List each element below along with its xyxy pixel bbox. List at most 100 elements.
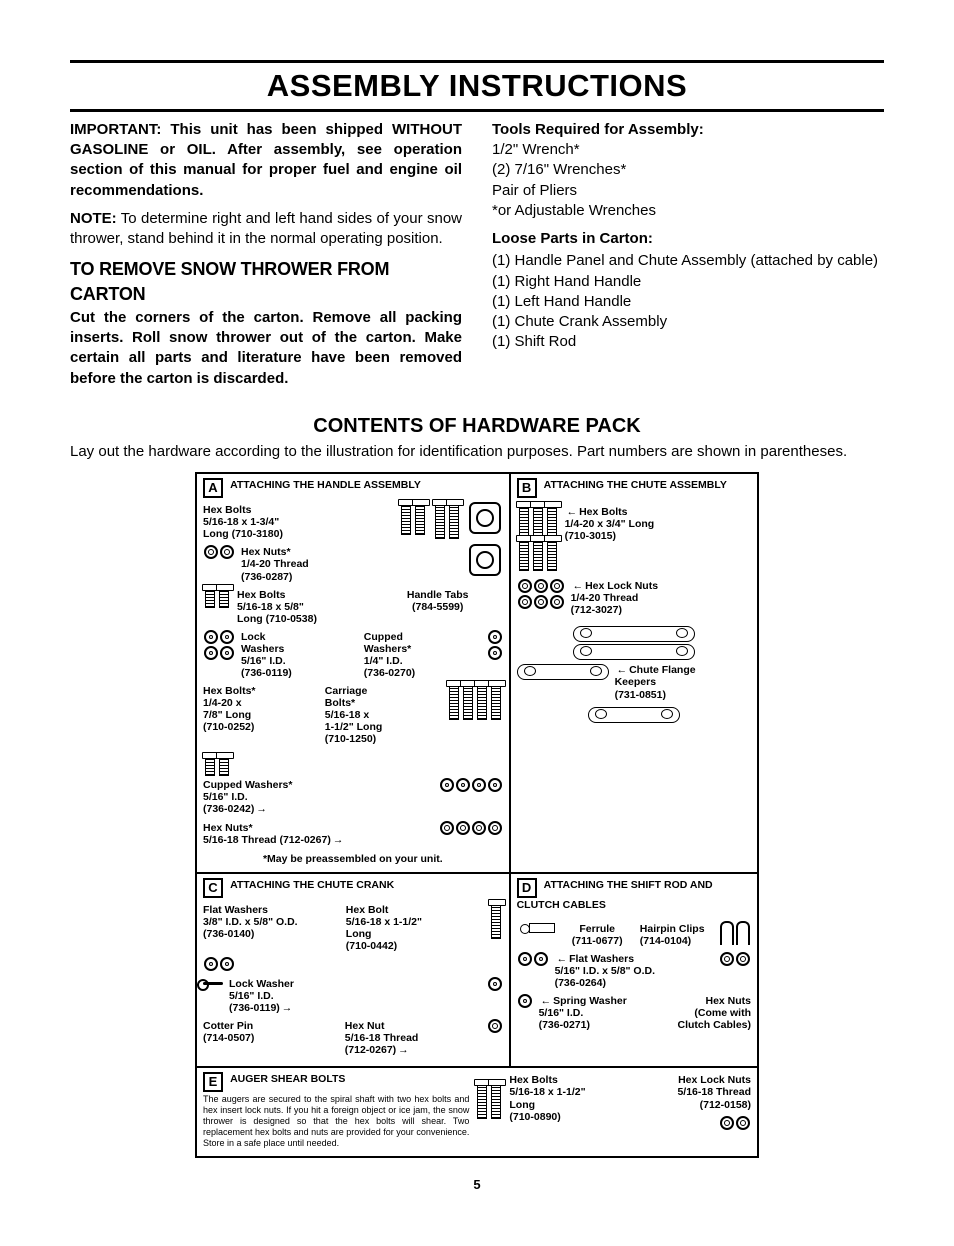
- hw-label: Spring Washer 5/16" I.D. (736-0271): [539, 995, 642, 1031]
- washer-icon: [439, 777, 503, 793]
- tools-item: Pair of Pliers: [492, 181, 884, 201]
- hw-label: Hex Nut 5/16-18 Thread (712-0267): [345, 1020, 481, 1056]
- section-letter: A: [203, 478, 223, 498]
- bolt-icon: [433, 502, 461, 540]
- hairpin-icon: [719, 921, 751, 945]
- remove-body: Cut the corners of the carton. Remove al…: [70, 308, 462, 389]
- cell-b: B ATTACHING THE CHUTE ASSEMBLY Hex Bolts…: [511, 474, 757, 874]
- nut-icon: [638, 1115, 751, 1131]
- loose-item: (1) Handle Panel and Chute Assembly (att…: [492, 251, 884, 271]
- cell-e: E AUGER SHEAR BOLTS The augers are secur…: [197, 1068, 757, 1156]
- cotter-icon: [203, 976, 223, 991]
- hw-label: Handle Tabs (784-5599): [373, 589, 503, 613]
- hw-label: Lock Washer 5/16" I.D. (736-0119): [229, 978, 481, 1014]
- section-title: AUGER SHEAR BOLTS: [230, 1073, 345, 1085]
- hw-label: Cupped Washers* 5/16" I.D. (736-0242): [203, 779, 433, 815]
- section-title: ATTACHING THE CHUTE CRANK: [230, 879, 394, 891]
- washer-icon: [517, 993, 533, 1009]
- section-letter: D: [517, 878, 537, 898]
- loose-item: (1) Chute Crank Assembly: [492, 312, 884, 332]
- footnote: *May be preassembled on your unit.: [203, 852, 503, 866]
- left-column: IMPORTANT: This unit has been shipped WI…: [70, 120, 462, 397]
- remove-heading: TO REMOVE SNOW THROWER FROM CARTON: [70, 257, 462, 306]
- page-title: ASSEMBLY INSTRUCTIONS: [70, 65, 884, 107]
- hw-label: Hex Nuts (Come with Clutch Cables): [648, 995, 751, 1031]
- ferrule-icon: [517, 921, 555, 936]
- washer-icon: [203, 956, 503, 972]
- keeper-icon: [588, 707, 680, 723]
- washer-icon: [203, 629, 235, 661]
- hw-label: Flat Washers 3/8" I.D. x 5/8" O.D. (736-…: [203, 904, 340, 940]
- section-letter: C: [203, 878, 223, 898]
- tools-item: *or Adjustable Wrenches: [492, 201, 884, 221]
- title-rule: [70, 109, 884, 112]
- nut-icon: [517, 578, 565, 610]
- hw-label: Hex Bolts 5/16-18 x 1-1/2" Long (710-089…: [509, 1074, 632, 1122]
- tools-item: (2) 7/16" Wrenches*: [492, 160, 884, 180]
- hw-label: Lock Washers 5/16" I.D. (736-0119): [241, 631, 358, 679]
- bolt-icon: [203, 755, 231, 777]
- hw-label: Hex Nuts* 5/16-18 Thread (712-0267): [203, 822, 433, 846]
- diagram-row-ab: A ATTACHING THE HANDLE ASSEMBLY Hex Bolt…: [197, 474, 757, 874]
- washer-icon: [487, 629, 503, 661]
- hw-label: Flat Washers 5/16" I.D. x 5/8" O.D. (736…: [555, 953, 713, 989]
- hw-label: Hex Bolts 5/16-18 x 5/8" Long (710-0538): [237, 589, 367, 625]
- loose-item: (1) Left Hand Handle: [492, 292, 884, 312]
- contents-body: Lay out the hardware according to the il…: [70, 442, 884, 462]
- nut-icon: [439, 820, 503, 836]
- cell-a: A ATTACHING THE HANDLE ASSEMBLY Hex Bolt…: [197, 474, 511, 874]
- hw-label: Hairpin Clips (714-0104): [640, 923, 713, 947]
- bolt-icon: [399, 502, 427, 536]
- nut-icon: [203, 544, 235, 560]
- cell-d: D ATTACHING THE SHIFT ROD AND CLUTCH CAB…: [511, 874, 757, 1069]
- loose-heading: Loose Parts in Carton:: [492, 229, 884, 249]
- handle-tab-icon: [467, 502, 503, 534]
- intro-columns: IMPORTANT: This unit has been shipped WI…: [70, 120, 884, 397]
- diagram-row-cd: C ATTACHING THE CHUTE CRANK Flat Washers…: [197, 874, 757, 1069]
- cell-c: C ATTACHING THE CHUTE CRANK Flat Washers…: [197, 874, 511, 1069]
- right-column: Tools Required for Assembly: 1/2" Wrench…: [492, 120, 884, 397]
- hw-label: Carriage Bolts* 5/16-18 x 1-1/2" Long (7…: [325, 685, 441, 745]
- bolt-icon: [203, 587, 231, 609]
- bolt-icon: [517, 504, 559, 572]
- hw-label: Hex Lock Nuts 5/16-18 Thread (712-0158): [638, 1074, 751, 1110]
- hw-label: Hex Bolt 5/16-18 x 1-1/2" Long (710-0442…: [346, 904, 483, 952]
- handle-tab-icon: [467, 544, 503, 576]
- tools-item: 1/2" Wrench*: [492, 140, 884, 160]
- loose-item: (1) Shift Rod: [492, 332, 884, 352]
- top-rule: [70, 60, 884, 63]
- section-letter: B: [517, 478, 537, 498]
- keeper-icon: [517, 664, 609, 680]
- important-paragraph: IMPORTANT: This unit has been shipped WI…: [70, 120, 462, 201]
- auger-body: The augers are secured to the spiral sha…: [203, 1094, 469, 1148]
- keeper-icon: [573, 626, 695, 642]
- section-title: ATTACHING THE HANDLE ASSEMBLY: [230, 479, 421, 491]
- hw-label: Ferrule (711-0677): [561, 923, 634, 947]
- hw-label: Hex Bolts* 1/4-20 x 7/8" Long (710-0252): [203, 685, 319, 733]
- bolt-icon: [447, 683, 503, 721]
- washer-icon: [517, 951, 549, 967]
- note-body: To determine right and left hand sides o…: [70, 210, 462, 247]
- hw-label: Chute Flange Keepers (731-0851): [615, 664, 751, 700]
- nut-icon: [487, 1018, 503, 1034]
- hw-label: Hex Bolts 1/4-20 x 3/4" Long (710-3015): [565, 506, 751, 542]
- hw-label: Cupped Washers* 1/4" I.D. (736-0270): [364, 631, 481, 679]
- loose-item: (1) Right Hand Handle: [492, 272, 884, 292]
- tools-heading: Tools Required for Assembly:: [492, 120, 884, 140]
- bolt-icon: [489, 902, 503, 940]
- hardware-diagram: A ATTACHING THE HANDLE ASSEMBLY Hex Bolt…: [195, 472, 759, 1158]
- washer-icon: [487, 976, 503, 992]
- hw-label: Cotter Pin (714-0507): [203, 1020, 339, 1044]
- nut-icon: [719, 951, 751, 967]
- diagram-row-e: E AUGER SHEAR BOLTS The augers are secur…: [197, 1068, 757, 1156]
- loose-list: (1) Handle Panel and Chute Assembly (att…: [492, 251, 884, 352]
- section-letter: E: [203, 1072, 223, 1092]
- section-title: ATTACHING THE SHIFT ROD AND CLUTCH CABLE…: [517, 879, 713, 911]
- hw-label: Hex Bolts 5/16-18 x 1-3/4" Long (710-318…: [203, 504, 393, 540]
- bolt-icon: [475, 1072, 503, 1120]
- note-prefix: NOTE:: [70, 210, 117, 227]
- contents-heading: CONTENTS OF HARDWARE PACK: [70, 413, 884, 440]
- note-paragraph: NOTE: To determine right and left hand s…: [70, 209, 462, 250]
- page-number: 5: [70, 1176, 884, 1194]
- hw-label: Hex Nuts* 1/4-20 Thread (736-0287): [241, 546, 461, 582]
